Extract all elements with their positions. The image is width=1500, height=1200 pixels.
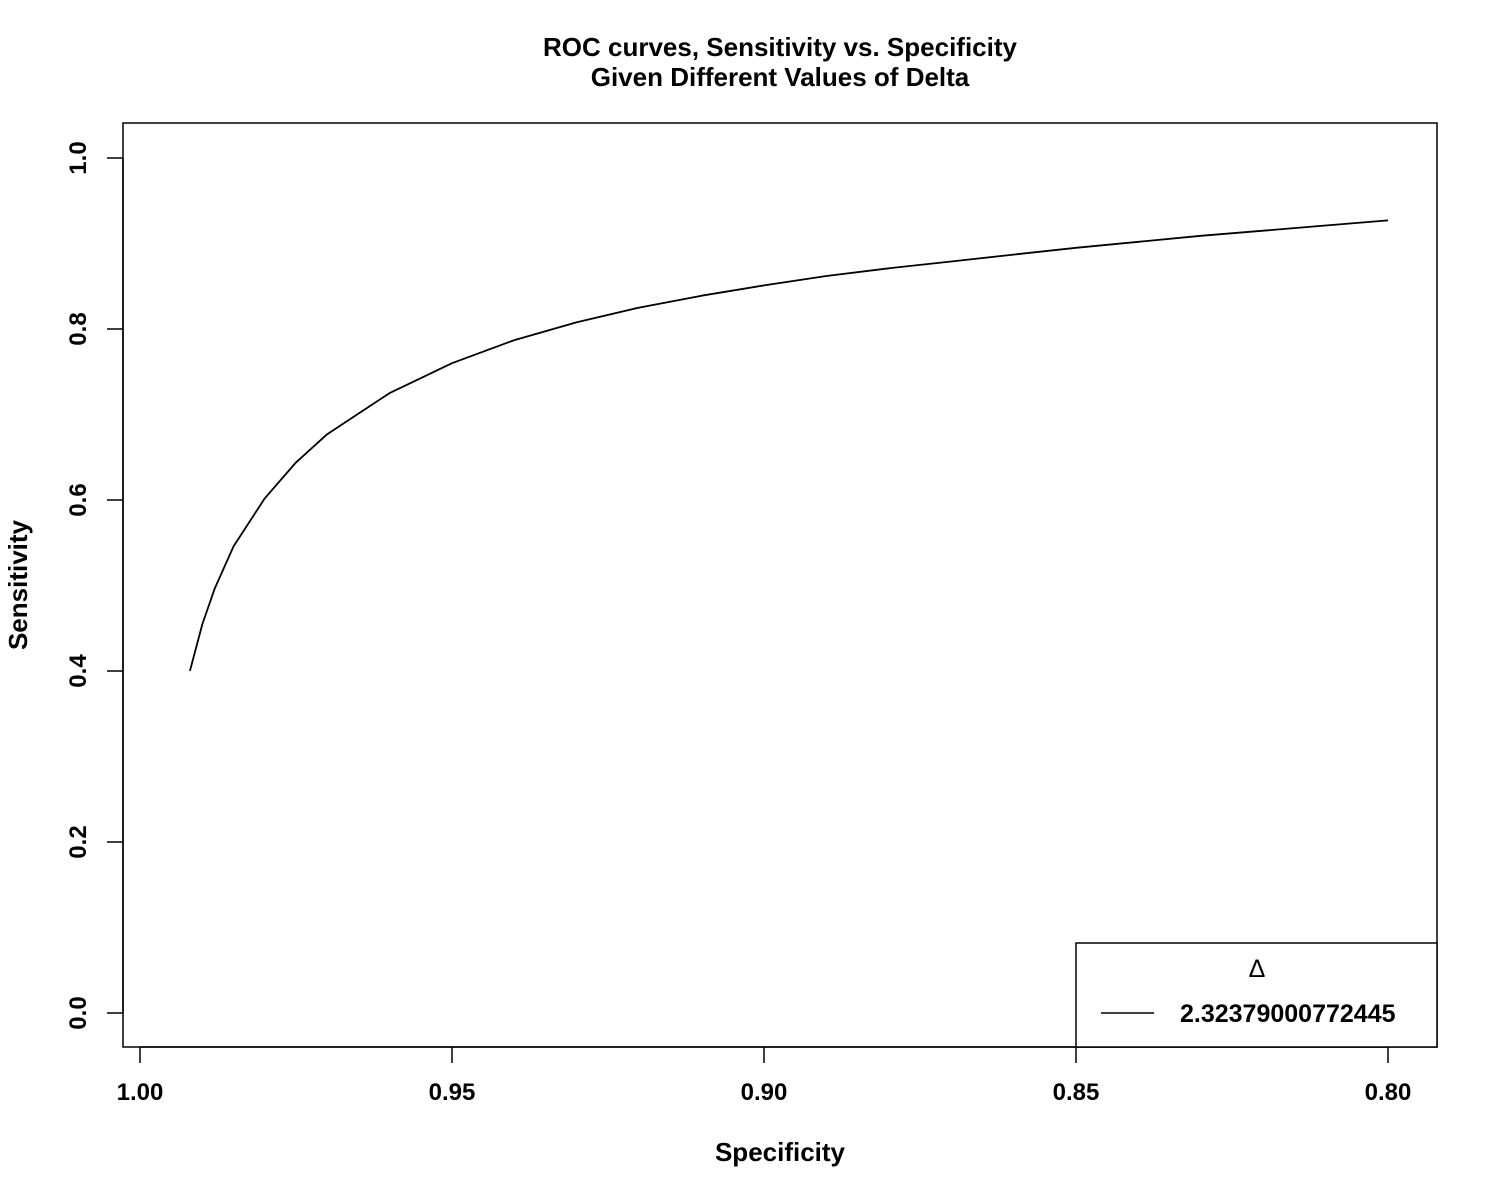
plot-frame	[122, 122, 1438, 1048]
y-tick-label: 0.6	[65, 483, 92, 516]
y-axis-label: Sensitivity	[3, 519, 33, 650]
series-point	[264, 497, 266, 499]
series-point	[326, 433, 328, 435]
chart-title: ROC curves, Sensitivity vs. Specificity	[543, 32, 1018, 62]
y-tick-label: 0.4	[65, 654, 92, 688]
series-point	[1013, 254, 1015, 256]
series-point	[189, 670, 191, 672]
y-tick-label: 0.0	[65, 996, 92, 1029]
series-point	[950, 261, 952, 263]
series-point	[233, 545, 235, 547]
series-point	[1075, 247, 1077, 249]
y-tick-label: 0.2	[65, 825, 92, 858]
series-point	[763, 285, 765, 287]
x-axis: 1.00 0.95 0.90 0.85 0.80	[117, 1046, 1412, 1106]
legend-box	[1075, 942, 1438, 1048]
x-axis-label: Specificity	[715, 1137, 846, 1167]
legend-entry-label: 2.32379000772445	[1180, 1000, 1396, 1028]
series-point	[514, 339, 516, 341]
y-axis: 0.0 0.2 0.4 0.6 0.8 1.0	[65, 141, 124, 1030]
series-point	[1325, 225, 1327, 227]
series-point	[295, 462, 297, 464]
y-tick-label: 0.8	[65, 312, 92, 345]
series-point	[638, 307, 640, 309]
series-point	[1200, 235, 1202, 237]
legend: Δ 2.32379000772445	[1075, 942, 1438, 1048]
x-tick-label: 1.00	[117, 1079, 164, 1106]
series-point	[202, 623, 204, 625]
series-point	[1138, 241, 1140, 243]
chart-subtitle: Given Different Values of Delta	[591, 62, 970, 92]
x-tick-label: 0.90	[741, 1079, 788, 1106]
x-tick-label: 0.85	[1053, 1079, 1100, 1106]
series-point	[826, 275, 828, 277]
series-point	[701, 295, 703, 297]
x-tick-label: 0.95	[429, 1079, 476, 1106]
series-point	[451, 362, 453, 364]
series-point	[389, 392, 391, 394]
series-point	[576, 321, 578, 323]
series-point	[214, 587, 216, 589]
series-point	[888, 267, 890, 269]
series-layer	[189, 219, 1389, 672]
series-line	[189, 219, 1389, 672]
series-point	[1387, 220, 1389, 222]
x-tick-label: 0.80	[1365, 1079, 1412, 1106]
y-tick-label: 1.0	[65, 141, 92, 174]
legend-title: Δ	[1249, 955, 1266, 983]
series-point	[1262, 230, 1264, 232]
